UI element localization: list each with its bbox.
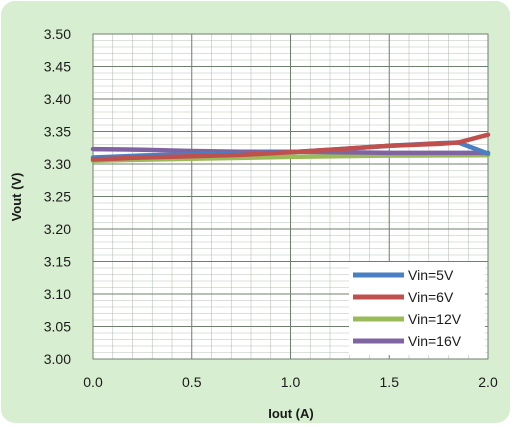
y-tick-label: 3.30 [44, 156, 71, 172]
y-tick-label: 3.25 [44, 189, 71, 205]
y-tick-label: 3.45 [44, 59, 71, 75]
series-layer [90, 132, 491, 163]
x-tick-label: 0.0 [83, 374, 103, 390]
legend-label: Vin=6V [408, 289, 454, 305]
legend: Vin=5V Vin=6V Vin=12V Vin=16V [349, 262, 485, 355]
x-tick-label: 0.5 [182, 374, 202, 390]
y-tick-label: 3.00 [44, 351, 71, 367]
x-tick-label: 1.5 [380, 374, 400, 390]
legend-label: Vin=12V [408, 311, 462, 327]
legend-label: Vin=16V [408, 333, 462, 349]
y-tick-label: 3.05 [44, 319, 71, 335]
y-tick-label: 3.10 [44, 286, 71, 302]
y-tick-label: 3.15 [44, 254, 71, 270]
legend-label: Vin=5V [408, 267, 454, 283]
y-axis-title: Vout (V) [9, 173, 24, 222]
y-tick-label: 3.35 [44, 124, 71, 140]
y-axis-ticks: 3.00 3.05 3.10 3.15 3.20 3.25 3.30 3.35 3.40 3.45… [44, 26, 71, 367]
x-axis-ticks: 0.0 0.5 1.0 1.5 2.0 [83, 374, 498, 390]
y-tick-label: 3.20 [44, 221, 71, 237]
series-line-vin-12v [90, 152, 491, 163]
y-tick-label: 3.50 [44, 26, 71, 42]
x-axis-title: Iout (A) [268, 406, 313, 421]
x-tick-label: 2.0 [478, 374, 498, 390]
x-tick-label: 1.0 [281, 374, 301, 390]
y-tick-label: 3.40 [44, 91, 71, 107]
series-line-vin-6v [90, 132, 491, 162]
